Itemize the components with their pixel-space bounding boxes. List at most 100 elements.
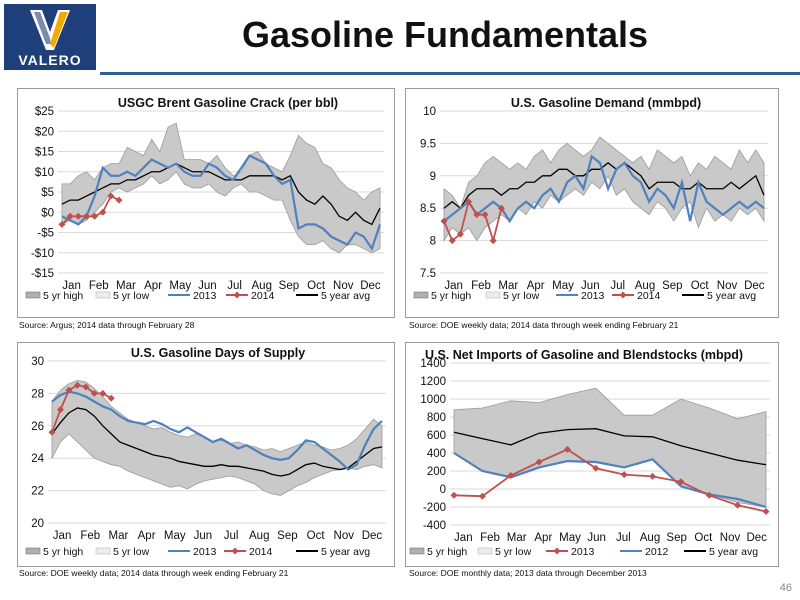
series-2014-point (456, 230, 464, 238)
y-tick-label: 200 (427, 466, 446, 478)
series-2013-point (705, 491, 713, 499)
legend-swatch-high (25, 291, 41, 299)
series-2014-point (82, 212, 90, 220)
y-tick-label: 24 (31, 453, 44, 465)
x-tick-label: Oct (307, 280, 326, 292)
page-title: Gasoline Fundamentals (241, 14, 649, 55)
source-crack: Source: Argus; 2014 data through Februar… (19, 320, 195, 330)
legend-label: 5 year avg (707, 290, 756, 302)
x-tick-label: May (552, 280, 574, 292)
x-tick-label: Jan (53, 530, 72, 542)
legend-label: 2013 (571, 546, 595, 558)
legend-label: 2013 (193, 546, 217, 558)
series-avg-line (453, 428, 767, 466)
x-tick-label: Nov (720, 532, 741, 544)
y-tick-label: 0 (440, 484, 446, 496)
legend-label: 5 year avg (321, 546, 370, 558)
page-number: 46 (779, 582, 792, 594)
series-2014-point (107, 394, 115, 402)
y-tick-label: 26 (31, 421, 44, 433)
y-tick-label: -400 (423, 520, 446, 532)
source-supply: Source: DOE weekly data; 2014 data throu… (19, 568, 289, 578)
logo-text: VALERO (18, 52, 82, 68)
y-tick-label: 1400 (420, 358, 446, 370)
x-tick-label: Nov (334, 530, 355, 542)
header: VALERO Gasoline Fundamentals (0, 0, 800, 78)
x-tick-label: Mar (109, 530, 129, 542)
y-tick-label: 20 (31, 518, 44, 530)
legend-swatch-low (95, 291, 111, 299)
legend-swatch-marker (233, 291, 241, 299)
y-tick-label: -$15 (31, 268, 54, 280)
legend-swatch-high (413, 291, 429, 299)
series-2014-point (74, 212, 82, 220)
x-tick-label: Jun (198, 280, 217, 292)
legend-swatch-marker (553, 547, 561, 555)
x-tick-label: Apr (138, 530, 156, 542)
x-tick-label: Aug (252, 280, 272, 292)
series-2013-point (649, 472, 657, 480)
valero-v-icon (30, 10, 70, 50)
x-tick-label: May (559, 532, 581, 544)
x-tick-label: Sep (279, 280, 299, 292)
series-2014-point (65, 386, 73, 394)
series-2014-point (497, 204, 505, 212)
x-tick-label: Feb (480, 532, 500, 544)
legend-label: 2014 (251, 290, 275, 302)
series-2014-point (48, 428, 56, 436)
legend-swatch-marker (231, 547, 239, 555)
y-tick-label: 9.5 (420, 138, 436, 150)
panel-supply: 20 22 24 26 28 30 Jan Feb Mar Apr May Jun Jul Aug Sep O… (17, 342, 395, 567)
x-tick-label: Feb (89, 280, 109, 292)
x-tick-label: Nov (333, 280, 354, 292)
series-avg-line (61, 162, 381, 226)
series-avg-line (51, 407, 383, 477)
legend-swatch-low (485, 291, 501, 299)
y-tick-label: 8.5 (420, 203, 436, 215)
x-tick-label: Sep (277, 530, 297, 542)
panel-crack: -$15 -$10 -$5 $0 $5 $10 $15 $20 $25 Jan Feb Mar Apr M… (17, 88, 395, 318)
band-5yr-range (443, 136, 765, 242)
x-tick-label: Jan (444, 280, 463, 292)
series-2014-point (99, 389, 107, 397)
series-2014-point (56, 406, 64, 414)
y-tick-label: 30 (31, 356, 44, 368)
chart-title: U.S. Gasoline Demand (mmbpd) (511, 96, 701, 110)
legend-swatch-marker (619, 291, 627, 299)
x-tick-label: Aug (635, 280, 655, 292)
x-tick-label: Dec (362, 530, 383, 542)
y-tick-label: 7.5 (420, 268, 436, 280)
panel-imports: -400 -200 0 200 400 600 800 1000 1200 1400 Jan Feb M… (405, 342, 779, 567)
x-tick-label: Oct (307, 530, 326, 542)
legend-label: 5 yr high (43, 290, 83, 302)
x-tick-label: Apr (534, 532, 552, 544)
y-tick-label: 400 (427, 448, 446, 460)
legend-swatch-high (25, 547, 41, 555)
legend-label: 5 yr low (495, 546, 532, 558)
x-tick-label: Jun (587, 532, 606, 544)
x-tick-label: Mar (507, 532, 527, 544)
legend-label: 5 yr high (427, 546, 467, 558)
series-2013-line (61, 154, 382, 252)
series-2014-point (90, 389, 98, 397)
chart-crack: -$15 -$10 -$5 $0 $5 $10 $15 $20 $25 Jan Feb Mar Apr M… (25, 96, 384, 302)
series-2014-point (465, 198, 473, 206)
series-2013-point (478, 492, 486, 500)
x-tick-label: Jun (194, 530, 213, 542)
series-2012-line (453, 452, 767, 509)
x-tick-label: Apr (144, 280, 162, 292)
x-tick-label: Apr (527, 280, 545, 292)
y-tick-label: 10 (423, 106, 436, 118)
series-2013-point (450, 491, 458, 499)
chart-title: USGC Brent Gasoline Crack (per bbl) (118, 96, 338, 110)
series-2014-point (481, 211, 489, 219)
y-tick-label: $20 (35, 126, 54, 138)
band-5yr-range (51, 380, 383, 496)
legend-label: 2014 (249, 546, 273, 558)
series-2014-point (82, 383, 90, 391)
x-tick-label: Oct (694, 532, 713, 544)
x-tick-label: Dec (746, 532, 767, 544)
y-tick-label: $5 (41, 187, 54, 199)
x-tick-label: Mar (116, 280, 136, 292)
legend-swatch-low (477, 547, 493, 555)
